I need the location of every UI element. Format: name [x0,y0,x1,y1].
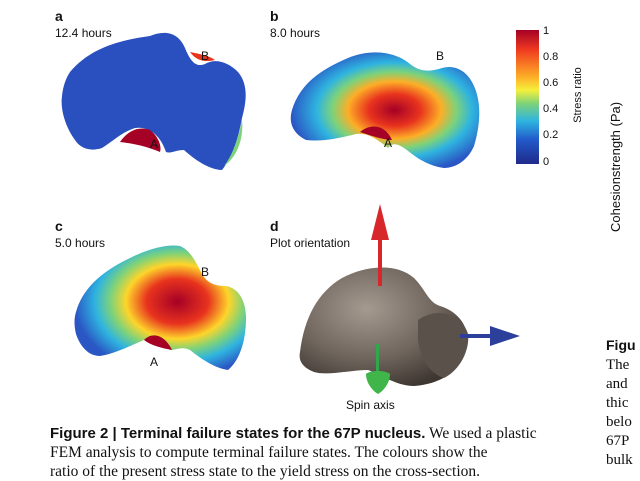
colorbar-tick: 0.2 [543,129,559,141]
right-column-line: belo [606,414,632,430]
panel-c-time: 5.0 hours [55,236,106,250]
spin-axis-arrow-shaft [376,344,379,374]
right-column-line: The [606,357,630,373]
right-column-line: bulk [606,452,633,468]
panel-a-point-b: B [201,49,209,63]
panel-a-label: a [55,8,63,24]
caption-line-3: ratio of the present stress state to the… [50,463,481,480]
right-column-line: thic [606,395,629,411]
panel-c-point-a: A [150,355,158,369]
right-column-line: and [606,376,628,392]
panel-d-label: d [270,218,279,234]
spin-axis-label: Spin axis [346,398,395,412]
panel-c-point-b: B [201,265,209,279]
panel-a-point-a: A [150,137,158,151]
colorbar-tick: 1 [543,25,550,37]
panel-c-label: c [55,218,63,234]
panel-a-time: 12.4 hours [55,26,112,40]
caption-line-1: We used a plastic [425,425,537,442]
caption-heading: Figure 2 | Terminal failure states for t… [50,425,426,442]
colorbar-tick: 0 [543,156,550,168]
panel-b-point-b: B [436,49,444,63]
caption-line-2: FEM analysis to compute terminal failure… [50,444,488,461]
colorbar-tick: 0.8 [543,51,559,63]
z-axis-arrow-head [371,204,389,240]
panel-b-label: b [270,8,279,24]
panel-b-time: 8.0 hours [270,26,321,40]
right-axis-label: Cohesionstrength (Pa) [608,101,623,232]
z-axis-arrow-shaft [378,236,382,286]
colorbar-title: Stress ratio [572,67,584,123]
panel-b-point-a: A [384,136,392,150]
panel-a-shape [61,32,246,171]
x-axis-arrow-shaft [460,334,494,338]
panel-d-title: Plot orientation [270,236,351,250]
x-axis-arrow-head [490,326,520,346]
spin-axis-arrow-head [366,371,390,394]
right-column-line: Figu [606,337,636,353]
panel-b-shape [290,52,480,168]
right-column-line: 67P [606,433,630,449]
panel-d-comet [299,267,469,386]
figure-caption: Figure 2 | Terminal failure states for t… [50,424,590,481]
colorbar [516,30,539,164]
panel-c-shape [74,245,246,370]
colorbar-tick: 0.6 [543,77,559,89]
colorbar-tick: 0.4 [543,103,559,115]
